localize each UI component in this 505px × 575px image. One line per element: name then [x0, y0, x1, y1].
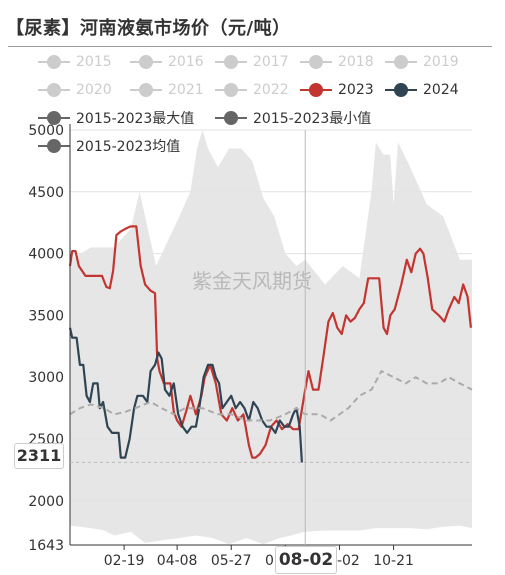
legend-label: 2017: [253, 54, 289, 70]
legend-marker-icon: [38, 139, 70, 153]
legend-item-2015-2023最大值[interactable]: 2015-2023最大值: [38, 108, 194, 128]
series-layer: [68, 225, 473, 463]
grid-layer: [70, 129, 472, 502]
y-tick-label: 4500: [28, 185, 64, 201]
legend-label: 2015-2023最小值: [253, 111, 372, 127]
legend-item-2015-2023最小值[interactable]: 2015-2023最小值: [215, 108, 371, 128]
x-tick-label: 04-08: [157, 553, 198, 569]
legend-item-2019[interactable]: 2019: [385, 52, 459, 72]
legend-marker-icon: [300, 83, 332, 97]
legend-label: 2019: [423, 54, 459, 70]
legend-marker-icon: [215, 55, 247, 69]
legend-label: 2015: [76, 54, 112, 70]
watermark: 紫金天风期货: [192, 269, 312, 293]
legend-marker-icon: [300, 55, 332, 69]
y-tick-label: 3000: [28, 370, 64, 386]
min-max-range-area: [70, 130, 472, 545]
series-line-2015-2023均值: [69, 370, 473, 422]
legend-label: 2022: [253, 82, 289, 98]
legend-item-2018[interactable]: 2018: [300, 52, 374, 72]
legend-label: 2016: [168, 54, 204, 70]
legend-label: 2015-2023均值: [76, 139, 181, 155]
y-tick-label: 3500: [28, 308, 64, 324]
y-tick-label: 5000: [28, 123, 64, 139]
legend-item-2023[interactable]: 2023: [300, 80, 374, 100]
legend-marker-icon: [215, 111, 247, 125]
x-tick-label: 02-19: [104, 553, 145, 569]
legend-marker-icon: [130, 55, 162, 69]
legend-label: 2021: [168, 82, 204, 98]
legend-item-2016[interactable]: 2016: [130, 52, 204, 72]
series-line-2023: [68, 225, 472, 459]
series-line-2024: [68, 327, 303, 463]
legend-marker-icon: [385, 55, 417, 69]
legend-item-2015-2023均值[interactable]: 2015-2023均值: [38, 136, 180, 156]
legend-marker-icon: [38, 111, 70, 125]
x-axis-pointer-label: 08-02: [275, 546, 337, 574]
legend-marker-icon: [385, 83, 417, 97]
legend-item-2020[interactable]: 2020: [38, 80, 112, 100]
legend-item-2017[interactable]: 2017: [215, 52, 289, 72]
legend-marker-icon: [38, 55, 70, 69]
legend-marker-icon: [38, 83, 70, 97]
legend-label: 2020: [76, 82, 112, 98]
y-tick-label-min: 1643: [28, 538, 64, 554]
title-divider: [8, 46, 492, 47]
legend-marker-icon: [215, 83, 247, 97]
x-tick-label: 10-21: [373, 553, 414, 569]
legend-label: 2015-2023最大值: [76, 111, 195, 127]
chart-title: 【尿素】河南液氨市场价（元/吨）: [6, 18, 291, 39]
y-axis-pointer-label: 2311: [14, 443, 64, 469]
legend-item-2021[interactable]: 2021: [130, 80, 204, 100]
y-tick-label: 2000: [28, 494, 64, 510]
legend-item-2022[interactable]: 2022: [215, 80, 289, 100]
legend-label: 2024: [423, 82, 459, 98]
min-max-band-layer: [70, 130, 472, 545]
x-tick-label: 05-27: [211, 553, 252, 569]
legend-label: 2018: [338, 54, 374, 70]
legend-marker-icon: [130, 83, 162, 97]
legend-item-2015[interactable]: 2015: [38, 52, 112, 72]
legend-label: 2023: [338, 82, 374, 98]
legend-item-2024[interactable]: 2024: [385, 80, 459, 100]
y-tick-label: 4000: [28, 247, 64, 263]
